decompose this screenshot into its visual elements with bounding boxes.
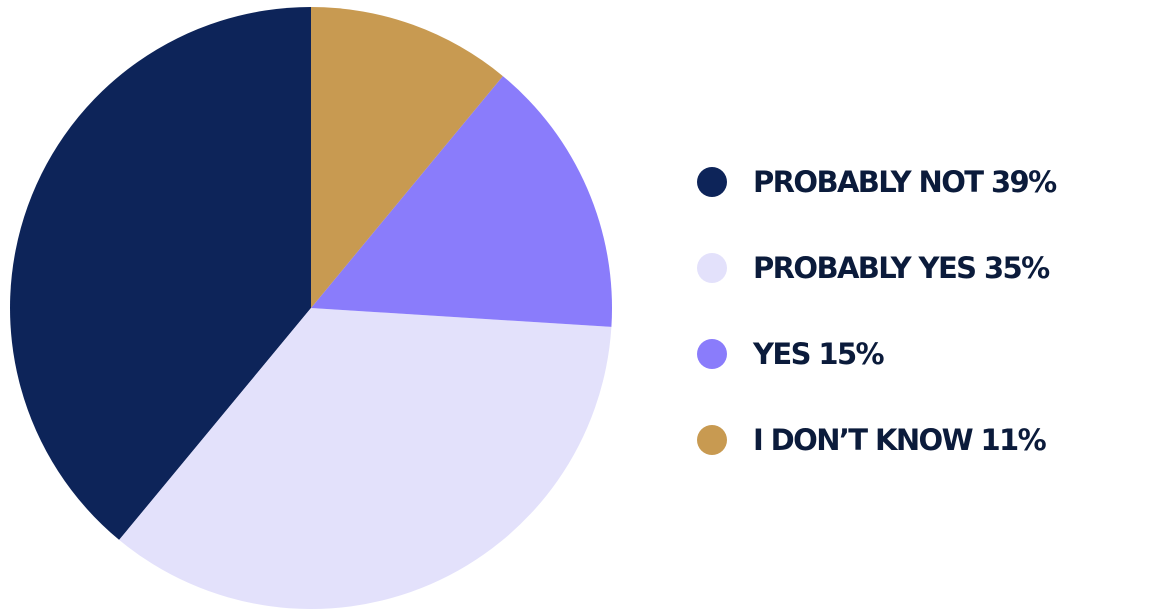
legend-label: YES 15% — [753, 337, 885, 371]
pie-slice-2 — [119, 308, 612, 609]
pie-plot-area — [10, 7, 613, 609]
legend-label: PROBABLY YES 35% — [753, 251, 1050, 285]
legend-swatch-icon — [697, 425, 727, 455]
pie-slice-4 — [311, 7, 503, 308]
pie-slice-1 — [10, 7, 312, 540]
legend-item: PROBABLY YES 35% — [697, 246, 1167, 290]
chart-legend: PROBABLY NOT 39% PROBABLY YES 35% YES 15% I… — [697, 160, 1167, 504]
legend-label: PROBABLY NOT 39% — [753, 165, 1057, 199]
legend-item: I DON’T KNOW 11% — [697, 418, 1167, 462]
legend-swatch-icon — [697, 253, 727, 283]
legend-item: PROBABLY NOT 39% — [697, 160, 1167, 204]
pie-slice-3 — [311, 76, 613, 327]
legend-item: YES 15% — [697, 332, 1167, 376]
legend-swatch-icon — [697, 167, 727, 197]
legend-swatch-icon — [697, 339, 727, 369]
legend-label: I DON’T KNOW 11% — [753, 423, 1047, 457]
